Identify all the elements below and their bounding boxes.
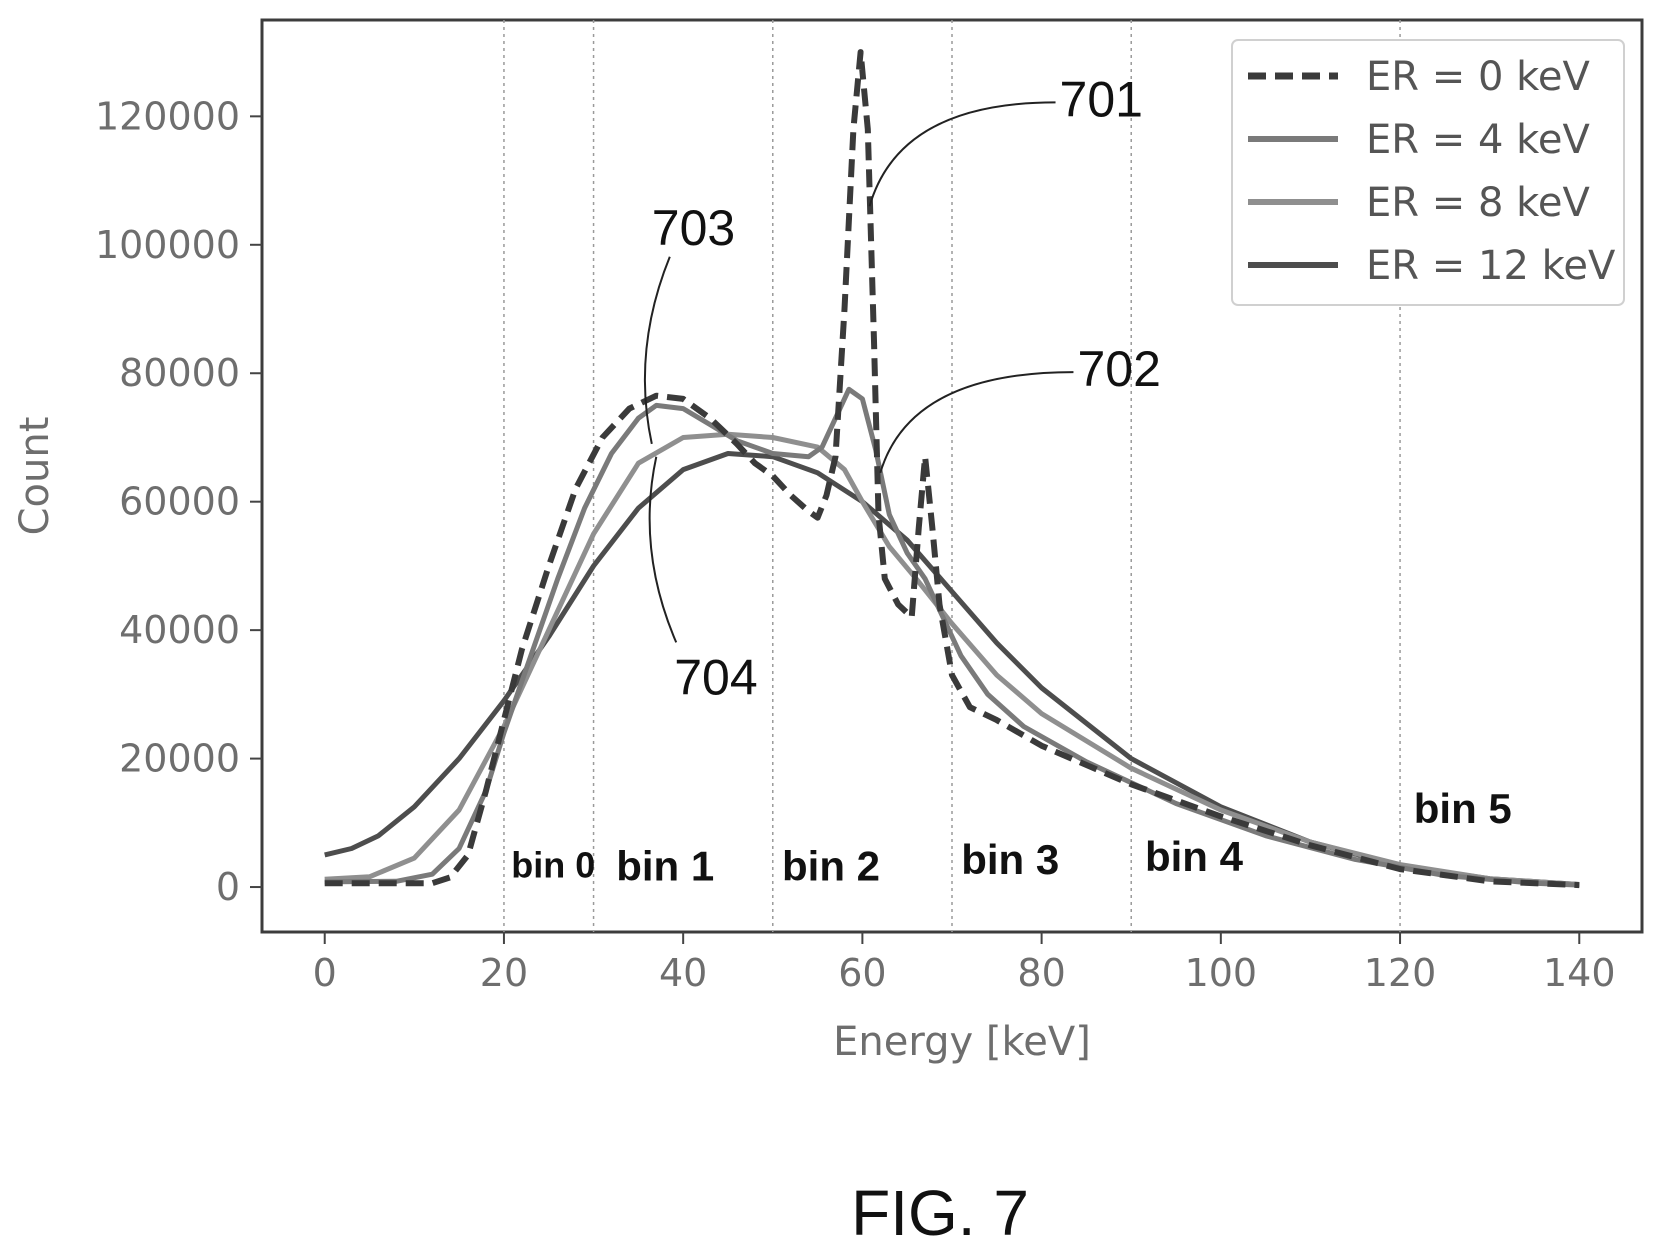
y-tick-label: 40000 xyxy=(119,608,240,652)
legend: ER = 0 keV ER = 4 keV ER = 8 keV ER = 12 ke… xyxy=(1231,39,1625,306)
annotation-leader xyxy=(868,101,1056,207)
y-tick-label: 0 xyxy=(216,865,240,909)
x-tick-label: 120 xyxy=(1364,951,1437,995)
annotation-leader xyxy=(643,256,671,445)
y-tick-label: 20000 xyxy=(119,737,240,781)
bin-label: bin 0 xyxy=(511,844,595,885)
annotation-label: 702 xyxy=(1077,341,1160,397)
y-tick-label: 120000 xyxy=(95,94,240,138)
bin-label: bin 5 xyxy=(1414,785,1512,832)
bin-label: bin 1 xyxy=(616,843,714,890)
bin-label: bin 3 xyxy=(961,836,1059,883)
legend-label: ER = 0 keV xyxy=(1366,54,1591,100)
annotation-label: 704 xyxy=(674,649,757,705)
x-tick-label: 80 xyxy=(1017,951,1065,995)
annotation-label: 701 xyxy=(1060,71,1143,127)
x-tick-label: 60 xyxy=(838,951,886,995)
annotation-layer: 701 702 703 704 xyxy=(643,71,1161,705)
y-axis-label: Count xyxy=(12,417,58,536)
y-tick-label: 60000 xyxy=(119,480,240,524)
series-layer xyxy=(324,49,1580,889)
y-tick-label: 80000 xyxy=(119,351,240,395)
series-line-0 xyxy=(324,49,1580,889)
x-axis-label: Energy [keV] xyxy=(833,1019,1091,1065)
x-tick-label: 40 xyxy=(659,951,707,995)
annotation-leader xyxy=(648,456,678,643)
bin-label: bin 2 xyxy=(782,843,880,890)
figure-caption: FIG. 7 xyxy=(851,1177,1029,1249)
legend-label: ER = 12 keV xyxy=(1366,243,1616,289)
y-axis-ticks: 0 20000 40000 60000 80000 100000 120000 xyxy=(95,94,262,909)
bin-label: bin 4 xyxy=(1145,833,1244,880)
x-tick-label: 140 xyxy=(1543,951,1616,995)
x-tick-label: 100 xyxy=(1185,951,1258,995)
annotation-label: 703 xyxy=(652,200,735,256)
bin-boundary-lines xyxy=(503,20,1401,932)
series-line-1 xyxy=(324,386,1580,888)
x-tick-label: 0 xyxy=(313,951,337,995)
legend-label: ER = 8 keV xyxy=(1366,180,1591,226)
x-tick-label: 20 xyxy=(480,951,528,995)
legend-box xyxy=(1231,39,1625,306)
series-line-3 xyxy=(324,451,1580,887)
bin-label-layer: bin 0 bin 1 bin 2 bin 3 bin 4 bin 5 xyxy=(511,785,1512,890)
annotation-leader xyxy=(879,371,1074,474)
legend-label: ER = 4 keV xyxy=(1366,117,1591,163)
x-axis-ticks: 0 20 40 60 80 100 120 140 xyxy=(313,932,1616,995)
y-tick-label: 100000 xyxy=(95,223,240,267)
